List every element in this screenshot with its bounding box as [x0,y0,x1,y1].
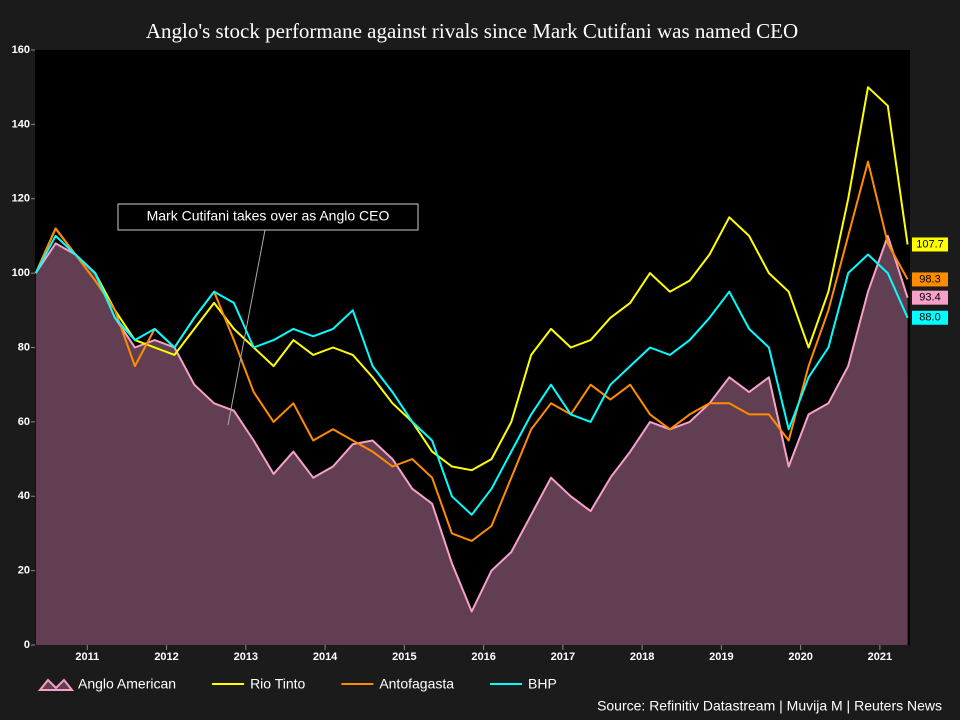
legend-label: Antofagasta [379,676,454,692]
legend-swatch [37,678,75,691]
y-tick-label: 40 [18,490,30,502]
x-tick-label: 2020 [788,651,812,663]
x-tick-label: 2021 [868,651,892,663]
y-tick-label: 80 [18,341,30,353]
y-tick-label: 100 [12,267,30,279]
legend-label: Anglo American [78,676,176,692]
annotation-pointer [227,229,266,426]
line [34,234,909,613]
end-label-box [912,272,948,287]
x-tick-label: 2019 [709,651,733,663]
annotation-box [117,203,419,231]
end-label-box [912,290,948,305]
legend-label: BHP [528,676,557,692]
x-tick-label: 2015 [392,651,416,663]
end-label-box [912,237,948,252]
line [34,86,909,472]
y-tick-label: 140 [12,118,30,130]
area [35,235,908,645]
x-tick-label: 2013 [234,651,258,663]
x-tick-label: 2018 [630,651,654,663]
chart-title: Anglo's stock performane against rivals … [146,19,798,43]
x-tick-label: 2017 [551,651,575,663]
end-label: 98.3 [919,273,940,285]
y-tick-label: 20 [18,565,30,577]
x-tick-label: 2014 [313,651,338,663]
y-tick-label: 60 [18,416,30,428]
y-tick-label: 0 [24,639,30,651]
y-tick-label: 160 [12,44,30,56]
x-tick-label: 2016 [471,651,495,663]
end-label: 107.7 [916,238,944,250]
end-label: 88.0 [919,312,940,324]
line [34,234,909,516]
y-tick-label: 120 [12,193,30,205]
annotation: Mark Cutifani takes over as Anglo CEO [147,208,390,224]
x-tick-label: 2012 [154,651,178,663]
legend-label: Rio Tinto [250,676,305,692]
x-tick-label: 2011 [75,651,99,663]
source: Source: Refinitiv Datastream | Muvija M … [597,698,942,714]
end-label: 93.4 [919,292,940,304]
end-label-box [912,310,948,325]
